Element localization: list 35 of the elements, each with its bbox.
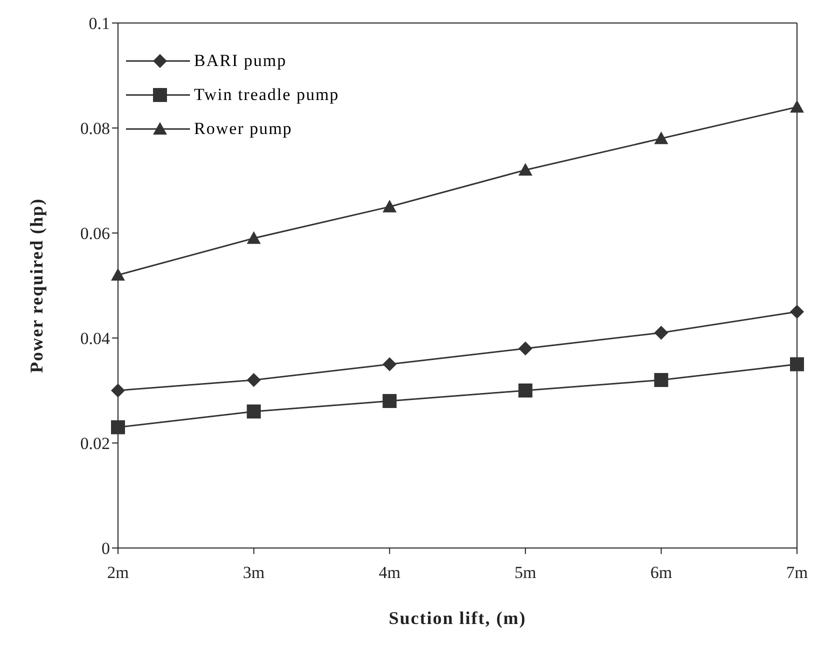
point — [518, 384, 532, 398]
point — [518, 342, 532, 356]
y-axis-title: Power required (hp) — [26, 198, 46, 373]
x-axis-title: Suction lift, (m) — [388, 608, 526, 628]
point — [790, 100, 804, 113]
point — [654, 373, 668, 387]
x-tick-label: 5m — [514, 563, 536, 582]
point — [111, 268, 125, 281]
x-tick-label: 4m — [378, 563, 400, 582]
point — [111, 384, 125, 398]
point — [382, 357, 397, 372]
x-tick-label: 3m — [242, 563, 265, 582]
y-tick-label: 0.06 — [80, 224, 110, 244]
point — [790, 357, 804, 372]
y-tick-label: 0.1 — [88, 14, 110, 34]
point — [654, 326, 668, 340]
x-tick-label: 6m — [650, 563, 672, 582]
legend-label: Twin treadle pump — [194, 85, 340, 105]
y-tick-label: 0.02 — [80, 434, 110, 454]
y-tick-label: 0.04 — [80, 329, 110, 348]
legend-label: BARI pump — [194, 51, 288, 71]
point — [518, 163, 532, 176]
x-tick-label: 7m — [786, 563, 808, 582]
point — [382, 200, 397, 212]
point — [111, 420, 125, 434]
y-tick-label: 0.08 — [80, 119, 110, 138]
point — [246, 404, 261, 418]
point — [382, 394, 397, 408]
y-tick-label: 0 — [102, 539, 110, 558]
x-tick-label: 2m — [107, 563, 129, 582]
point — [654, 132, 668, 144]
point — [790, 304, 804, 319]
point — [246, 373, 261, 387]
legend-label: Rower pump — [194, 119, 294, 139]
point — [246, 231, 261, 244]
